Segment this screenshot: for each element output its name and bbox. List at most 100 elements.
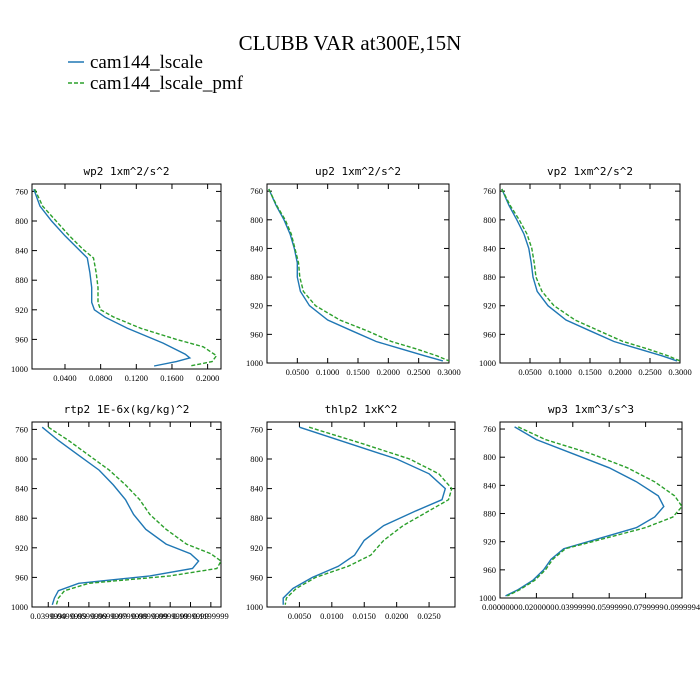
panel-title: rtp2 1E-6x(kg/kg)^2: [64, 403, 190, 416]
y-tick-label: 960: [15, 572, 28, 582]
y-tick-label: 920: [15, 543, 28, 553]
y-tick-label: 840: [250, 484, 263, 494]
x-tick-label: 0.0800: [89, 373, 112, 383]
x-tick-label: 0.0599999: [591, 602, 627, 612]
y-tick-label: 840: [483, 243, 496, 253]
y-tick-label: 760: [250, 424, 263, 434]
y-tick-label: 840: [15, 246, 28, 256]
y-tick-label: 920: [250, 543, 263, 553]
plot-frame: [266, 183, 450, 364]
y-tick-label: 960: [15, 334, 28, 344]
plot-frame: [31, 421, 222, 608]
x-tick-label: 0.1200: [125, 373, 148, 383]
x-tick-label: 0.0899999: [132, 611, 168, 621]
x-tick-label: 0.2500: [407, 367, 430, 377]
x-tick-label: 0.1000: [316, 367, 339, 377]
y-tick-label: 880: [15, 513, 28, 523]
legend-label-0: cam144_lscale: [90, 52, 203, 73]
x-tick-label: 0.3000: [437, 367, 460, 377]
x-tick-label: 0.0399999: [555, 602, 591, 612]
x-tick-label: 0.0799999: [111, 611, 147, 621]
x-tick-label: 0.0699999: [91, 611, 127, 621]
y-tick-label: 920: [250, 301, 263, 311]
x-tick-label: 0.0200: [385, 611, 408, 621]
y-tick-label: 920: [483, 537, 496, 547]
x-tick-label: 0.3000: [668, 367, 691, 377]
x-tick-label: 0.1600: [160, 373, 183, 383]
x-tick-label: 0.0000000: [482, 602, 518, 612]
y-tick-label: 920: [483, 301, 496, 311]
legend-label-1: cam144_lscale_pmf: [90, 73, 244, 94]
series-line-lscale-pmf: [34, 188, 218, 367]
x-tick-label: 0.1500: [578, 367, 601, 377]
panel-4: thlp2 1xK^2 760 800 840 880 920 960 1000 0.0050 0…: [246, 403, 456, 621]
series-line-lscale-pmf: [284, 426, 453, 605]
x-tick-label: 0.0500: [518, 367, 541, 377]
x-tick-label: 0.2000: [608, 367, 631, 377]
x-tick-label: 0.0399999: [30, 611, 66, 621]
y-tick-label: 840: [250, 243, 263, 253]
x-tick-label: 0.0100: [320, 611, 343, 621]
x-tick-label: 0.1500: [346, 367, 369, 377]
panel-2: vp2 1xm^2/s^2 760 800 840 880 920 960 1000 0.050…: [479, 165, 692, 377]
y-tick-label: 760: [15, 186, 28, 196]
y-tick-label: 960: [483, 565, 496, 575]
panel-1: up2 1xm^2/s^2 760 800 840 880 920 960 1000 0.050…: [246, 165, 461, 377]
figure-title: CLUBB VAR at300E,15N: [239, 31, 462, 55]
x-tick-label: 0.2000: [196, 373, 219, 383]
series-line-lscale-pmf: [268, 188, 449, 362]
y-tick-label: 800: [250, 215, 263, 225]
x-tick-label: 0.0999999: [152, 611, 188, 621]
series-line-lscale: [505, 426, 665, 597]
plot-frame: [266, 421, 456, 608]
x-tick-label: 0.0500: [286, 367, 309, 377]
panel-title: thlp2 1xK^2: [325, 403, 398, 416]
y-tick-label: 760: [15, 424, 28, 434]
panel-title: wp3 1xm^3/s^3: [548, 403, 634, 416]
y-tick-label: 1000: [246, 602, 263, 612]
y-tick-label: 760: [250, 186, 263, 196]
x-tick-label: 0.0599999: [71, 611, 107, 621]
panel-title: vp2 1xm^2/s^2: [547, 165, 633, 178]
x-tick-label: 0.1000: [548, 367, 571, 377]
x-tick-label: 0.2500: [638, 367, 661, 377]
x-tick-label: 0.2000: [377, 367, 400, 377]
panel-5: wp3 1xm^3/s^3 760 800 840 880 920 960 10000.000…: [479, 403, 700, 612]
y-tick-label: 920: [15, 305, 28, 315]
panel-title: wp2 1xm^2/s^2: [83, 165, 169, 178]
y-tick-label: 880: [15, 275, 28, 285]
y-tick-label: 760: [483, 424, 496, 434]
series-line-lscale: [282, 426, 447, 605]
panel-0: wp2 1xm^2/s^2 760 800 840 880 920 960 1000 0.040…: [11, 165, 222, 383]
y-tick-label: 960: [483, 329, 496, 339]
legend: cam144_lscale cam144_lscale_pmf: [68, 52, 244, 94]
y-tick-label: 800: [483, 452, 496, 462]
series-line-lscale-pmf: [501, 188, 680, 362]
x-tick-label: 0.0799999: [628, 602, 664, 612]
y-tick-label: 880: [250, 513, 263, 523]
series-line-lscale: [33, 188, 192, 367]
y-tick-label: 880: [250, 272, 263, 282]
y-tick-label: 800: [250, 454, 263, 464]
y-tick-label: 840: [15, 484, 28, 494]
y-tick-label: 960: [250, 572, 263, 582]
y-tick-label: 1000: [479, 358, 496, 368]
panel-title: up2 1xm^2/s^2: [315, 165, 401, 178]
chart-panels: wp2 1xm^2/s^2 760 800 840 880 920 960 1000 0.040…: [11, 165, 700, 621]
x-tick-label: 0.0999994: [664, 602, 700, 612]
x-tick-label: 0.0499999: [51, 611, 87, 621]
y-tick-label: 960: [250, 329, 263, 339]
panel-3: rtp2 1E-6x(kg/kg)^2 760 800 840 880 920 960 100…: [11, 403, 229, 621]
y-tick-label: 760: [483, 186, 496, 196]
y-tick-label: 1000: [246, 358, 263, 368]
plot-frame: [499, 421, 683, 599]
series-line-lscale: [41, 426, 200, 606]
y-tick-label: 800: [15, 216, 28, 226]
x-tick-label: 0.1199999: [193, 611, 229, 621]
series-line-lscale: [268, 188, 444, 362]
x-tick-label: 0.1099999: [172, 611, 208, 621]
x-tick-label: 0.0200000: [518, 602, 554, 612]
series-line-lscale-pmf: [47, 426, 221, 606]
x-tick-label: 0.0050: [288, 611, 311, 621]
